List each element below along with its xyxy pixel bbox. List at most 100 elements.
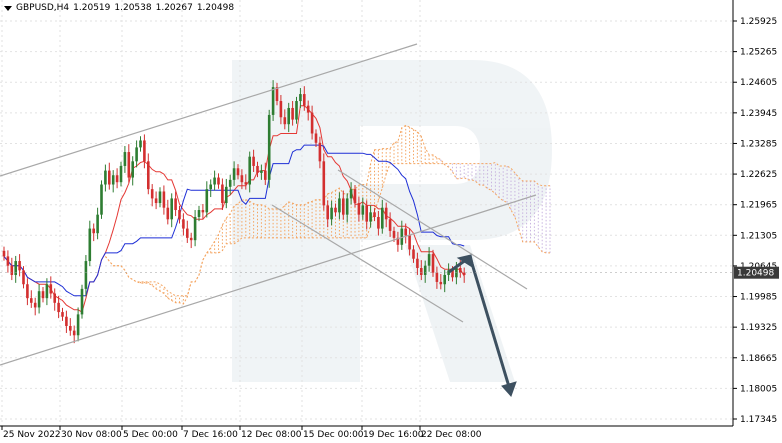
channel-lower-line[interactable]: [0, 194, 537, 366]
candle-body: [423, 265, 427, 275]
x-tick-label: 5 Dec 00:00: [123, 430, 178, 440]
candle-body: [310, 112, 314, 134]
candle-body: [388, 219, 392, 231]
candle-body: [396, 237, 400, 245]
candle-body: [26, 284, 29, 299]
candle-body: [119, 165, 123, 183]
candle-body: [115, 175, 119, 183]
candle-body: [162, 191, 166, 208]
candle-body: [108, 170, 111, 185]
y-tick-label: 1.17345: [740, 415, 777, 425]
candle-body: [330, 207, 333, 220]
candle-body: [357, 203, 361, 215]
candle-body: [459, 268, 462, 273]
candle-body: [69, 325, 72, 331]
candle-body: [53, 293, 56, 303]
dropdown-triangle-icon[interactable]: [4, 5, 12, 11]
candle-body: [267, 114, 271, 180]
candle-body: [131, 161, 134, 178]
high-value: 1.20538: [114, 3, 152, 13]
forecast-arrow-head-down: [501, 381, 517, 397]
candle-body: [306, 105, 310, 113]
candle-body: [41, 291, 45, 299]
close-value: 1.20498: [196, 3, 235, 13]
channel-upper-line[interactable]: [0, 43, 418, 177]
candle-body: [150, 189, 154, 199]
candle-body: [37, 291, 41, 308]
candle-body: [451, 270, 454, 278]
candle-body: [244, 182, 248, 185]
candle-body: [84, 261, 88, 289]
candle-body: [209, 184, 212, 190]
candle-body: [342, 198, 345, 215]
candle-body: [291, 107, 294, 120]
candle-body: [213, 177, 216, 185]
candle-body: [111, 175, 115, 185]
y-tick-label: 1.23285: [740, 139, 777, 149]
candle-body: [400, 228, 404, 245]
candle-body: [369, 212, 372, 222]
candle-body: [139, 140, 142, 148]
candle-body: [197, 210, 201, 217]
candle-body: [431, 254, 435, 273]
candle-body: [88, 228, 92, 262]
candle-body: [345, 198, 349, 215]
y-tick-label: 1.21965: [740, 201, 777, 211]
y-tick-label: 1.24605: [740, 78, 777, 88]
candle-body: [326, 205, 329, 220]
candle-body: [381, 207, 384, 229]
x-tick-label: 30 Nov 08:00: [61, 430, 122, 440]
candle-body: [45, 284, 49, 299]
candle-body: [100, 184, 103, 215]
candle-body: [225, 186, 228, 204]
y-tick-label: 1.19985: [740, 293, 777, 303]
descending-channel-lower[interactable]: [271, 204, 464, 323]
candle-body: [361, 205, 365, 215]
candle-body: [384, 207, 388, 220]
candle-body: [377, 216, 380, 229]
candle-body: [221, 184, 224, 204]
candle-body: [416, 258, 419, 269]
candle-body: [334, 207, 337, 213]
candle-body: [435, 272, 439, 282]
candle-body: [96, 214, 99, 234]
candle-body: [318, 142, 322, 162]
candle-body: [232, 168, 236, 180]
candle-body: [33, 302, 37, 308]
candle-body: [135, 147, 138, 162]
candle-body: [154, 198, 158, 204]
current-price-tag: 1.20498: [734, 266, 779, 279]
descending-channel-upper[interactable]: [337, 169, 528, 290]
logo-watermark: [232, 60, 552, 382]
candle-body: [256, 165, 259, 173]
candle-body: [193, 216, 197, 241]
candle-body: [439, 281, 443, 285]
candle-body: [260, 170, 263, 173]
candle-body: [228, 179, 232, 187]
symbol-label: GBPUSD,H4: [16, 3, 70, 13]
candle-body: [201, 210, 205, 213]
candle-body: [283, 117, 287, 125]
candle-body: [338, 198, 341, 213]
y-tick-label: 1.23945: [740, 109, 777, 119]
forecast-arrow-head-up: [456, 254, 475, 270]
candle-body: [353, 189, 357, 204]
candle-body: [14, 261, 17, 275]
y-tick-label: 1.22625: [740, 170, 777, 180]
current-price-label: 1.20498: [737, 269, 774, 279]
candle-body: [189, 237, 193, 241]
candle-body: [143, 140, 146, 162]
candle-body: [127, 152, 131, 178]
candle-body: [443, 274, 446, 285]
x-tick-label: 12 Dec 08:00: [241, 430, 302, 440]
candle-body: [392, 230, 396, 238]
candle-body: [57, 302, 60, 313]
candle-body: [123, 152, 127, 166]
chart-header: GBPUSD,H4 1.20519 1.20538 1.20267 1.2049…: [4, 3, 234, 13]
candle-body: [61, 312, 64, 317]
candle-body: [76, 314, 80, 336]
x-tick-label: 22 Dec 08:00: [421, 430, 482, 440]
candle-body: [420, 268, 423, 275]
